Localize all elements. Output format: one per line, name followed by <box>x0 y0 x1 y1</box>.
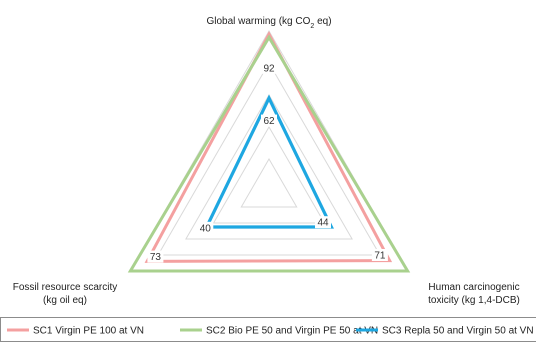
value-label-1: 92 <box>263 63 275 74</box>
value-label-2: 62 <box>263 116 275 127</box>
legend-label-3: SC3 Repla 50 and Virgin 50 at VN <box>382 326 534 337</box>
value-labels: 92 62 44 71 40 73 <box>147 62 388 263</box>
legend: SC1 Virgin PE 100 at VN SC2 Bio PE 50 and… <box>1 318 536 342</box>
legend-label-1: SC1 Virgin PE 100 at VN <box>33 326 144 337</box>
axis-label-3: Fossil resource scarcity(kg oil eq) <box>13 282 117 306</box>
value-label-3: 44 <box>317 218 329 229</box>
value-label-4: 71 <box>374 251 386 262</box>
value-label-5: 40 <box>200 223 212 234</box>
grid-ring-1 <box>241 159 296 207</box>
axis-label-1: Global warming (kg CO2 eq) <box>206 16 331 30</box>
legend-label-2: SC2 Bio PE 50 and Virgin PE 50 at VN <box>206 326 378 337</box>
value-label-6: 73 <box>150 252 162 263</box>
